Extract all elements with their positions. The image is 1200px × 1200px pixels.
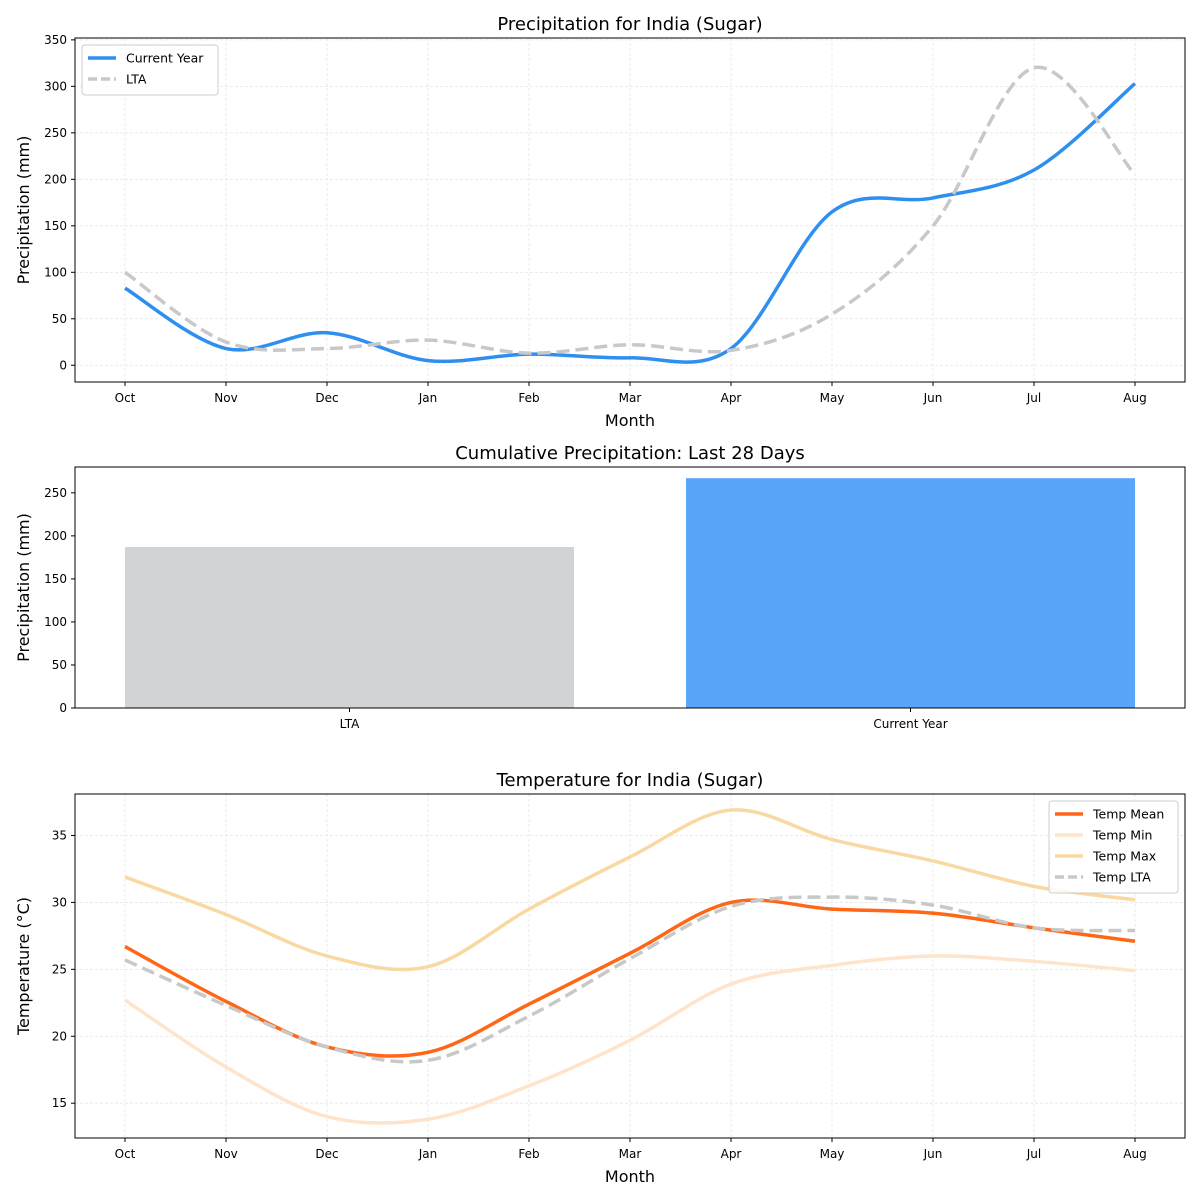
y-axis-label: Precipitation (mm)	[14, 136, 33, 285]
x-tick-label: Aug	[1123, 391, 1146, 405]
x-tick-label: Jul	[1026, 1147, 1041, 1161]
x-tick-label: Feb	[518, 391, 539, 405]
chart-1: LTA Current Year 0 50 100 150 200 250 Cumulative…	[14, 443, 1186, 731]
bar-lta	[125, 547, 574, 708]
x-tick-label: Jun	[923, 1147, 943, 1161]
legend-label: Temp Mean	[1092, 807, 1164, 822]
plot-frame	[74, 466, 1186, 709]
y-tick-label: 30	[52, 895, 67, 909]
x-axis-label: Month	[605, 411, 655, 430]
y-tick-label: 250	[44, 486, 67, 500]
chart-0: Oct Nov Dec Jan Feb Mar Apr May Jun Jul Aug 0 50 100 1…	[14, 14, 1186, 430]
x-tick-label: Jul	[1026, 391, 1041, 405]
chart-title: Precipitation for India (Sugar)	[497, 14, 762, 35]
y-axis-label: Temperature (°C)	[14, 897, 33, 1036]
x-tick-label: May	[820, 1147, 845, 1161]
y-tick-label: 150	[44, 572, 67, 586]
y-tick-label: 35	[52, 828, 67, 842]
legend-label: Temp Min	[1092, 828, 1152, 843]
y-tick-label: 150	[44, 219, 67, 233]
y-tick-label: 50	[52, 312, 67, 326]
y-tick-label: 200	[44, 172, 67, 186]
x-axis-label: Month	[605, 1167, 655, 1186]
x-tick-label: Jun	[923, 391, 943, 405]
y-tick-label: 350	[44, 33, 67, 47]
x-tick-label: Oct	[115, 1147, 136, 1161]
x-tick-label: Mar	[619, 1147, 642, 1161]
x-tick-label: Current Year	[873, 717, 947, 731]
chart-title: Temperature for India (Sugar)	[496, 770, 764, 791]
legend: Temp Mean Temp Min Temp Max Temp LTA	[1048, 800, 1179, 894]
series-line-lta	[124, 65, 1137, 355]
x-tick-label: Mar	[619, 391, 642, 405]
y-tick-label: 200	[44, 529, 67, 543]
series-line-temp-lta	[124, 895, 1136, 1064]
x-tick-label: Feb	[518, 1147, 539, 1161]
legend-label: Temp LTA	[1092, 870, 1151, 885]
x-tick-label: Nov	[214, 391, 237, 405]
legend-label: Temp Max	[1092, 849, 1156, 864]
x-tick-label: Nov	[214, 1147, 237, 1161]
series-line-temp-mean	[124, 898, 1136, 1058]
y-tick-label: 0	[59, 701, 67, 715]
x-tick-label: Dec	[315, 391, 338, 405]
x-tick-label: Oct	[115, 391, 136, 405]
x-tick-label: May	[820, 391, 845, 405]
series-line-temp-max	[124, 808, 1136, 972]
chart-2: Oct Nov Dec Jan Feb Mar Apr May Jun Jul Aug 15 20 25 3…	[14, 770, 1186, 1186]
x-tick-label: Aug	[1123, 1147, 1146, 1161]
y-tick-label: 250	[44, 126, 67, 140]
y-tick-label: 50	[52, 658, 67, 672]
x-tick-label: Apr	[721, 391, 742, 405]
y-tick-label: 100	[44, 265, 67, 279]
x-tick-label: Dec	[315, 1147, 338, 1161]
y-tick-label: 300	[44, 79, 67, 93]
chart-title: Cumulative Precipitation: Last 28 Days	[455, 443, 805, 464]
legend-label: LTA	[126, 72, 147, 87]
series-line-current-year	[124, 82, 1137, 364]
legend: Current Year LTA	[81, 44, 219, 96]
legend-label: Current Year	[126, 51, 204, 66]
x-tick-label: LTA	[340, 717, 360, 731]
y-tick-label: 100	[44, 615, 67, 629]
y-tick-label: 15	[52, 1096, 67, 1110]
y-tick-label: 25	[52, 962, 67, 976]
y-axis-label: Precipitation (mm)	[14, 513, 33, 662]
x-tick-label: Jan	[418, 1147, 438, 1161]
y-tick-label: 20	[52, 1029, 67, 1043]
legend-box	[1048, 800, 1179, 894]
series-line-temp-min	[124, 954, 1136, 1125]
x-tick-label: Jan	[418, 391, 438, 405]
y-tick-label: 0	[59, 358, 67, 372]
x-tick-label: Apr	[721, 1147, 742, 1161]
bar-current-year	[686, 478, 1135, 708]
